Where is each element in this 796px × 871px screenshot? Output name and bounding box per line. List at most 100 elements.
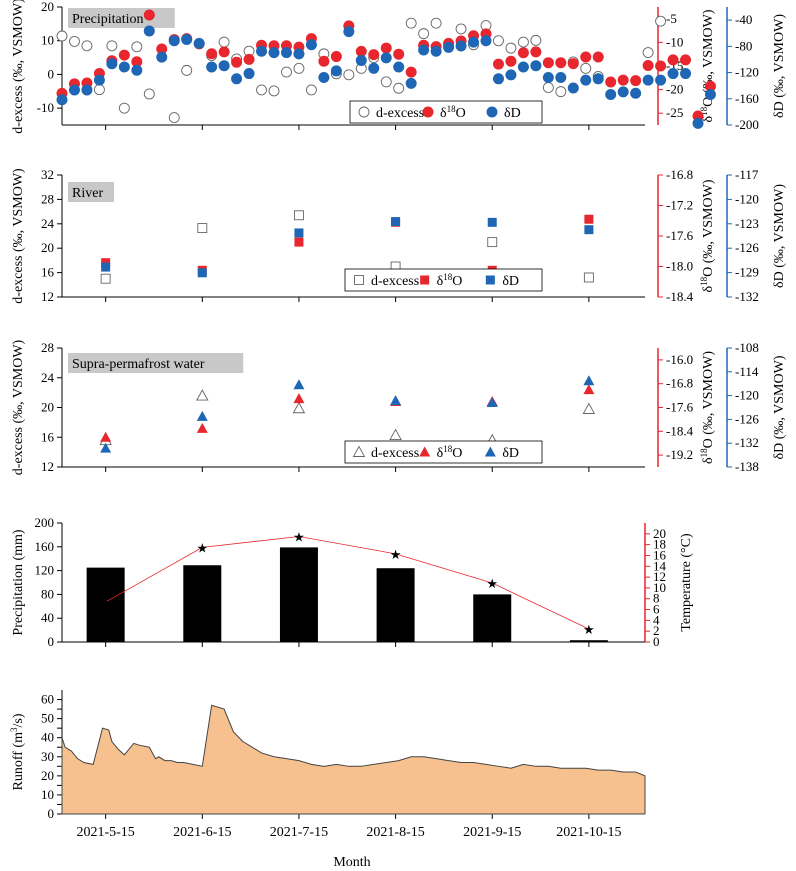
point-dd-2-2 <box>293 379 305 390</box>
y-tick-label-left-2-0: 12 <box>41 459 54 474</box>
point-dd-0-38 <box>530 60 542 72</box>
y-tick-label-left-4-12: 60 <box>41 692 54 707</box>
y-tick-label-left-1-1: 16 <box>41 265 55 280</box>
point-dd-2-1 <box>196 410 208 421</box>
y-label-d18o-2: δ18O (‰, VSMOW) <box>699 351 716 464</box>
point-dd-0-19 <box>293 48 305 60</box>
y-tick-label-left-4-6: 30 <box>41 749 54 764</box>
point-dexcess-0-5 <box>118 102 130 114</box>
y-tick-label-dd-0-4: -40 <box>735 12 752 27</box>
y-tick-label-temp-3-1: 2 <box>653 623 660 638</box>
point-d18o-1-5 <box>584 214 594 224</box>
point-d18o-2-0 <box>100 431 112 442</box>
point-dd-0-37 <box>517 61 529 73</box>
point-d18o-0-21 <box>318 55 330 67</box>
point-dd-0-31 <box>443 41 455 53</box>
y-tick-label-d18o-0-3: -10 <box>666 34 683 49</box>
point-d18o-0-15 <box>243 53 255 65</box>
point-dd-0-18 <box>280 47 292 59</box>
shared-x-axis: 2021-5-15 2021-6-15 2021-7-15 2021-8-15 2021… <box>76 825 621 870</box>
point-dd-0-50 <box>680 68 692 80</box>
y-tick-label-d18o-1-1: -18.0 <box>666 259 693 274</box>
y-label-runoff: Runoff (m3/s) <box>9 713 26 790</box>
legend-2 <box>344 440 543 464</box>
point-dd-0-24 <box>355 54 367 66</box>
y-tick-label-temp-3-2: 4 <box>653 612 660 627</box>
legend-1 <box>344 268 543 292</box>
point-d18o-0-14 <box>231 56 243 68</box>
y-label-dd-1: δD (‰, VSMOW) <box>772 184 787 288</box>
point-d18o-2-1 <box>196 422 208 433</box>
y-label-left-3: Precipitation (mm) <box>11 529 26 635</box>
point-d18o-0-37 <box>517 47 529 59</box>
point-temperature-4: ★ <box>486 577 498 592</box>
point-dd-0-25 <box>368 62 380 74</box>
point-dd-1-3 <box>391 217 401 227</box>
legend-marker-2-2 <box>484 446 496 457</box>
point-temperature-5: ★ <box>583 623 595 638</box>
point-dd-0-7 <box>143 25 155 37</box>
point-dd-1-1 <box>197 268 207 278</box>
point-d18o-2-5 <box>583 384 595 395</box>
legend-label-2-0: d-excess <box>371 446 419 461</box>
point-dexcess-0-10 <box>181 64 193 76</box>
y-label-left-0: d-excess (‰, VSMOW) <box>11 0 26 134</box>
y-tick-label-dd-1-5: -117 <box>735 167 759 182</box>
y-tick-label-left-2-1: 16 <box>41 429 55 444</box>
legend-label-0-1: δ18O <box>440 104 466 121</box>
point-dd-0-30 <box>430 45 442 57</box>
y-tick-label-dd-0-3: -80 <box>735 38 752 53</box>
point-d18o-0-27 <box>393 48 405 60</box>
point-dexcess-0-13 <box>218 36 230 48</box>
point-dexcess-1-4 <box>487 237 498 248</box>
point-dd-0-49 <box>667 68 679 80</box>
point-d18o-0-5 <box>118 49 130 61</box>
y-tick-label-left-1-5: 32 <box>41 167 54 182</box>
y-tick-label-temp-3-3: 6 <box>653 602 660 617</box>
point-d18o-0-35 <box>492 58 504 70</box>
point-d18o-0-12 <box>206 48 218 60</box>
y-tick-label-d18o-0-1: -20 <box>666 82 683 97</box>
point-d18o-0-39 <box>542 57 554 69</box>
y-tick-label-dd-2-2: -126 <box>735 411 759 426</box>
legend-marker-1-1 <box>420 275 430 285</box>
point-d18o-0-49 <box>667 54 679 66</box>
area-runoff <box>61 704 646 815</box>
point-dexcess-0-29 <box>418 28 430 40</box>
y-tick-label-d18o-2-4: -16.0 <box>666 352 693 367</box>
point-dd-0-21 <box>318 71 330 83</box>
point-dexcess-0-2 <box>81 40 93 52</box>
point-dexcess-0-35 <box>493 35 504 47</box>
point-dd-0-0 <box>56 94 68 106</box>
point-dexcess-0-27 <box>393 82 405 94</box>
y-tick-label-left-1-0: 12 <box>41 289 54 304</box>
point-dexcess-0-1 <box>69 35 80 47</box>
bar-precip-1 <box>183 565 222 642</box>
point-d18o-0-22 <box>330 51 342 63</box>
point-dexcess-0-20 <box>305 84 317 96</box>
x-tick-label-5: 2021-10-15 <box>556 825 621 840</box>
panel-title-2: Supra-permafrost water <box>72 357 205 372</box>
point-dd-0-46 <box>630 87 642 99</box>
point-dexcess-0-36 <box>505 42 517 54</box>
point-dd-0-27 <box>393 61 405 73</box>
point-dexcess-0-4 <box>106 40 118 52</box>
point-dd-0-8 <box>156 51 168 63</box>
point-dd-0-34 <box>480 35 492 47</box>
y-tick-label-dd-2-0: -138 <box>735 459 759 474</box>
y-tick-label-dd-0-1: -160 <box>735 91 759 106</box>
point-dd-0-1 <box>68 84 80 96</box>
y-tick-label-left-3-3: 120 <box>35 563 55 578</box>
panel-title-box-1 <box>68 182 114 202</box>
point-d18o-0-46 <box>630 75 642 87</box>
point-dexcess-0-30 <box>430 17 442 29</box>
y-tick-label-temp-3-0: 0 <box>653 634 660 649</box>
point-temperature-1: ★ <box>196 541 208 556</box>
y-tick-label-temp-3-4: 8 <box>653 591 660 606</box>
point-dd-0-33 <box>468 36 480 48</box>
point-d18o-0-24 <box>355 45 367 57</box>
x-tick-label-3: 2021-8-15 <box>366 825 424 840</box>
y-tick-label-d18o-1-2: -17.6 <box>666 228 694 243</box>
x-tick-label-0: 2021-5-15 <box>76 825 134 840</box>
